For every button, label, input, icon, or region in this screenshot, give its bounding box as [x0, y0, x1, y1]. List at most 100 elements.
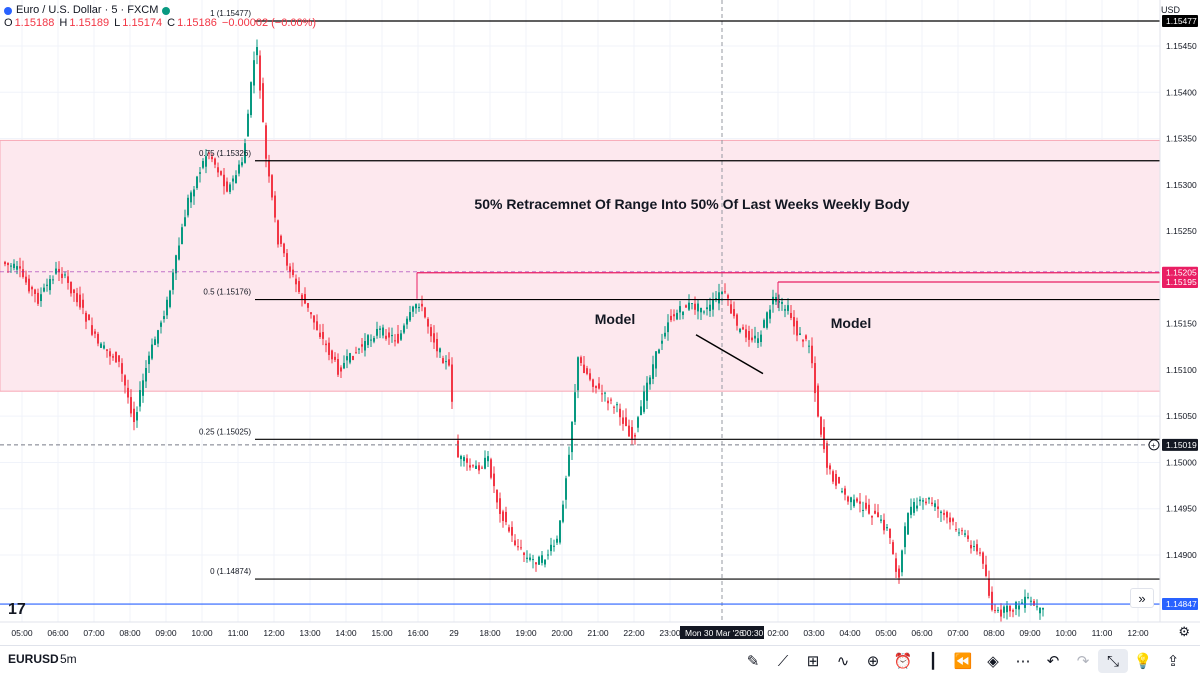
- candle: [511, 521, 513, 543]
- candle-body: [814, 363, 816, 394]
- candle-body: [745, 329, 747, 338]
- symbol-title[interactable]: Euro / U.S. Dollar · 5 · FXCM: [16, 4, 159, 16]
- candle-body: [271, 175, 273, 198]
- candle: [310, 311, 312, 319]
- candle: [334, 352, 336, 363]
- redo-icon[interactable]: ↷: [1076, 653, 1090, 670]
- time-tick-label: 02:00: [767, 628, 789, 638]
- candle: [970, 540, 972, 554]
- candle: [811, 337, 813, 369]
- candle-body: [691, 303, 693, 305]
- candle: [547, 549, 549, 560]
- candle: [991, 586, 993, 612]
- candle-body: [25, 276, 27, 283]
- price-chart[interactable]: 1 (1.15477) 0.75 (1.15326) 0.5 (1.15176) 0.…: [0, 0, 1200, 645]
- candle-body: [88, 314, 90, 321]
- time-tick-label: 22:00: [623, 628, 645, 638]
- candle: [385, 328, 387, 341]
- candle: [1024, 589, 1026, 613]
- candle-body: [466, 458, 468, 463]
- candle-body: [637, 417, 639, 428]
- candle: [601, 384, 603, 402]
- candle: [421, 295, 423, 312]
- candle: [898, 565, 900, 584]
- candle-body: [4, 261, 6, 265]
- share-icon[interactable]: ⇪: [1166, 653, 1180, 670]
- candle-body: [574, 392, 576, 422]
- time-tick-label: 16:00: [407, 628, 429, 638]
- candle: [577, 356, 579, 399]
- candle-body: [253, 60, 255, 86]
- timeframe[interactable]: 5m: [60, 652, 77, 666]
- candle: [997, 606, 999, 613]
- chart-analysis-icon[interactable]: ⟋: [777, 652, 789, 670]
- blue-line-price-tag: 1.14847: [1166, 599, 1197, 609]
- candle: [367, 333, 369, 348]
- candle: [835, 470, 837, 490]
- symbol-name[interactable]: EURUSD: [8, 652, 59, 666]
- grid-icon[interactable]: ⊞: [806, 653, 820, 670]
- candle: [346, 349, 348, 369]
- candle: [37, 288, 39, 306]
- candle: [52, 275, 54, 285]
- candle-body: [550, 544, 552, 552]
- candle: [43, 283, 45, 293]
- candle-body: [214, 158, 216, 165]
- pen-icon[interactable]: ✎: [746, 653, 760, 670]
- candle: [910, 498, 912, 519]
- candle: [949, 512, 951, 530]
- candle: [904, 522, 906, 555]
- settings-gear-icon[interactable]: ⚙: [1178, 624, 1190, 639]
- candle-body: [721, 291, 723, 295]
- time-tick-label: 09:00: [155, 628, 177, 638]
- candle: [49, 275, 51, 295]
- candle-body: [343, 362, 345, 369]
- ohlc-high-value: 1.15189: [69, 17, 110, 29]
- candle-body: [802, 339, 804, 342]
- candle: [496, 489, 498, 510]
- fib-top-price-tag: 1.15477: [1166, 16, 1197, 26]
- plus-circle-icon[interactable]: ⊕: [866, 653, 880, 670]
- candle-body: [787, 305, 789, 311]
- time-tick-label: 10:00: [191, 628, 213, 638]
- premium-zone-rectangle[interactable]: [0, 139, 1161, 392]
- alert-icon[interactable]: ⏰: [893, 653, 913, 670]
- candle-body: [967, 535, 969, 539]
- candle: [208, 151, 210, 160]
- trend-icon[interactable]: ∿: [836, 653, 850, 670]
- candle: [64, 271, 66, 279]
- undo-icon[interactable]: ↶: [1046, 653, 1060, 670]
- market-open-icon: [162, 6, 171, 15]
- candle: [973, 540, 975, 552]
- candle: [430, 323, 432, 343]
- layers-icon[interactable]: ◈: [987, 653, 999, 670]
- candle-body: [100, 343, 102, 348]
- crosshair-price-tag-bg: [1162, 438, 1198, 451]
- candle: [796, 317, 798, 342]
- more-icon[interactable]: ⋯: [1015, 653, 1031, 670]
- candle: [646, 376, 648, 409]
- candle-body: [631, 427, 633, 439]
- replay-icon[interactable]: ⏪: [953, 653, 973, 670]
- bulb-icon[interactable]: 💡: [1133, 653, 1153, 670]
- candle-body: [994, 609, 996, 611]
- currency-label[interactable]: USD: [1160, 5, 1180, 15]
- candle-body: [64, 274, 66, 276]
- candle-body: [136, 412, 138, 421]
- candle-body: [40, 294, 42, 302]
- time-tick-label: 18:00: [479, 628, 501, 638]
- candle-body: [898, 568, 900, 578]
- candle: [583, 355, 585, 374]
- candle: [697, 299, 699, 320]
- price-tick-label: 1.15100: [1166, 365, 1197, 375]
- candle: [262, 77, 264, 123]
- candle: [613, 405, 615, 414]
- candle-body: [295, 278, 297, 285]
- fib-level-label: 0.5 (1.15176): [203, 288, 251, 297]
- collapse-icon[interactable]: ⤡: [1098, 649, 1128, 673]
- candle-body: [538, 556, 540, 565]
- candle: [820, 415, 822, 438]
- bars-icon[interactable]: ┃: [928, 653, 938, 670]
- scroll-to-realtime-button[interactable]: »: [1130, 588, 1154, 608]
- price-axis-bg: [1160, 0, 1200, 645]
